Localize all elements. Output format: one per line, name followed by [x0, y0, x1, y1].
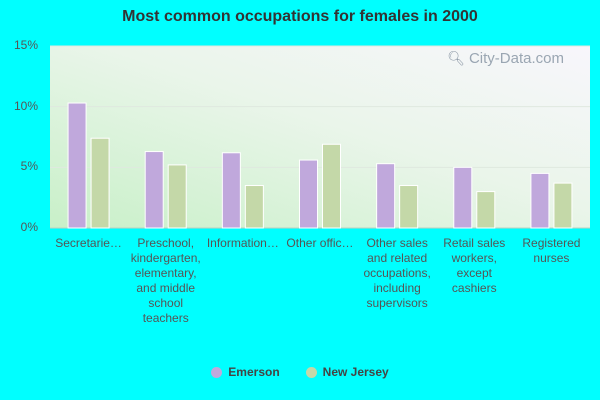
x-tick-label: Other sales and related occupations, inc…	[363, 236, 431, 310]
x-tick-label: Secretarie…	[55, 236, 122, 250]
bar-new-jersey[interactable]	[322, 143, 341, 229]
bar-emerson[interactable]	[376, 163, 396, 229]
x-tick-label: Other offic…	[286, 236, 354, 250]
y-tick-label: 10%	[13, 98, 38, 113]
bar-new-jersey[interactable]	[476, 191, 496, 229]
bar-emerson[interactable]	[221, 152, 241, 229]
bar-new-jersey[interactable]	[167, 164, 187, 229]
y-tick-label: 15%	[13, 38, 38, 52]
bar-emerson[interactable]	[299, 159, 318, 229]
legend-swatch	[211, 366, 223, 378]
watermark: 🔍︎ City-Data.com	[447, 50, 564, 67]
legend: Emerson New Jersey	[0, 365, 600, 379]
bar-new-jersey[interactable]	[399, 185, 419, 229]
legend-item-emerson[interactable]: Emerson	[211, 365, 280, 379]
legend-label: New Jersey	[322, 365, 389, 379]
x-tick-label: Preschool, kindergarten, elementary, and…	[130, 236, 201, 325]
magnifier-icon: 🔍︎	[447, 50, 465, 66]
bar-new-jersey[interactable]	[90, 137, 110, 229]
watermark-text: City-Data.com	[468, 50, 564, 67]
y-tick-label: 5%	[20, 159, 38, 174]
legend-item-new-jersey[interactable]: New Jersey	[305, 365, 389, 379]
bar-emerson[interactable]	[453, 166, 473, 229]
bar-emerson[interactable]	[144, 151, 164, 229]
bar-emerson[interactable]	[530, 172, 550, 229]
legend-label: Emerson	[228, 365, 280, 379]
x-tick-label: Information…	[206, 236, 279, 250]
chart-title: Most common occupations for females in 2…	[122, 8, 478, 25]
legend-swatch	[305, 366, 317, 378]
bar-new-jersey[interactable]	[553, 182, 573, 229]
x-tick-label: Retail sales workers, except cashiers	[443, 236, 506, 295]
plot-area	[50, 46, 590, 228]
bar-new-jersey[interactable]	[244, 185, 264, 229]
x-tick-label: Registered nurses	[522, 236, 581, 265]
bar-emerson[interactable]	[67, 102, 87, 229]
y-tick-label: 0%	[20, 220, 38, 234]
